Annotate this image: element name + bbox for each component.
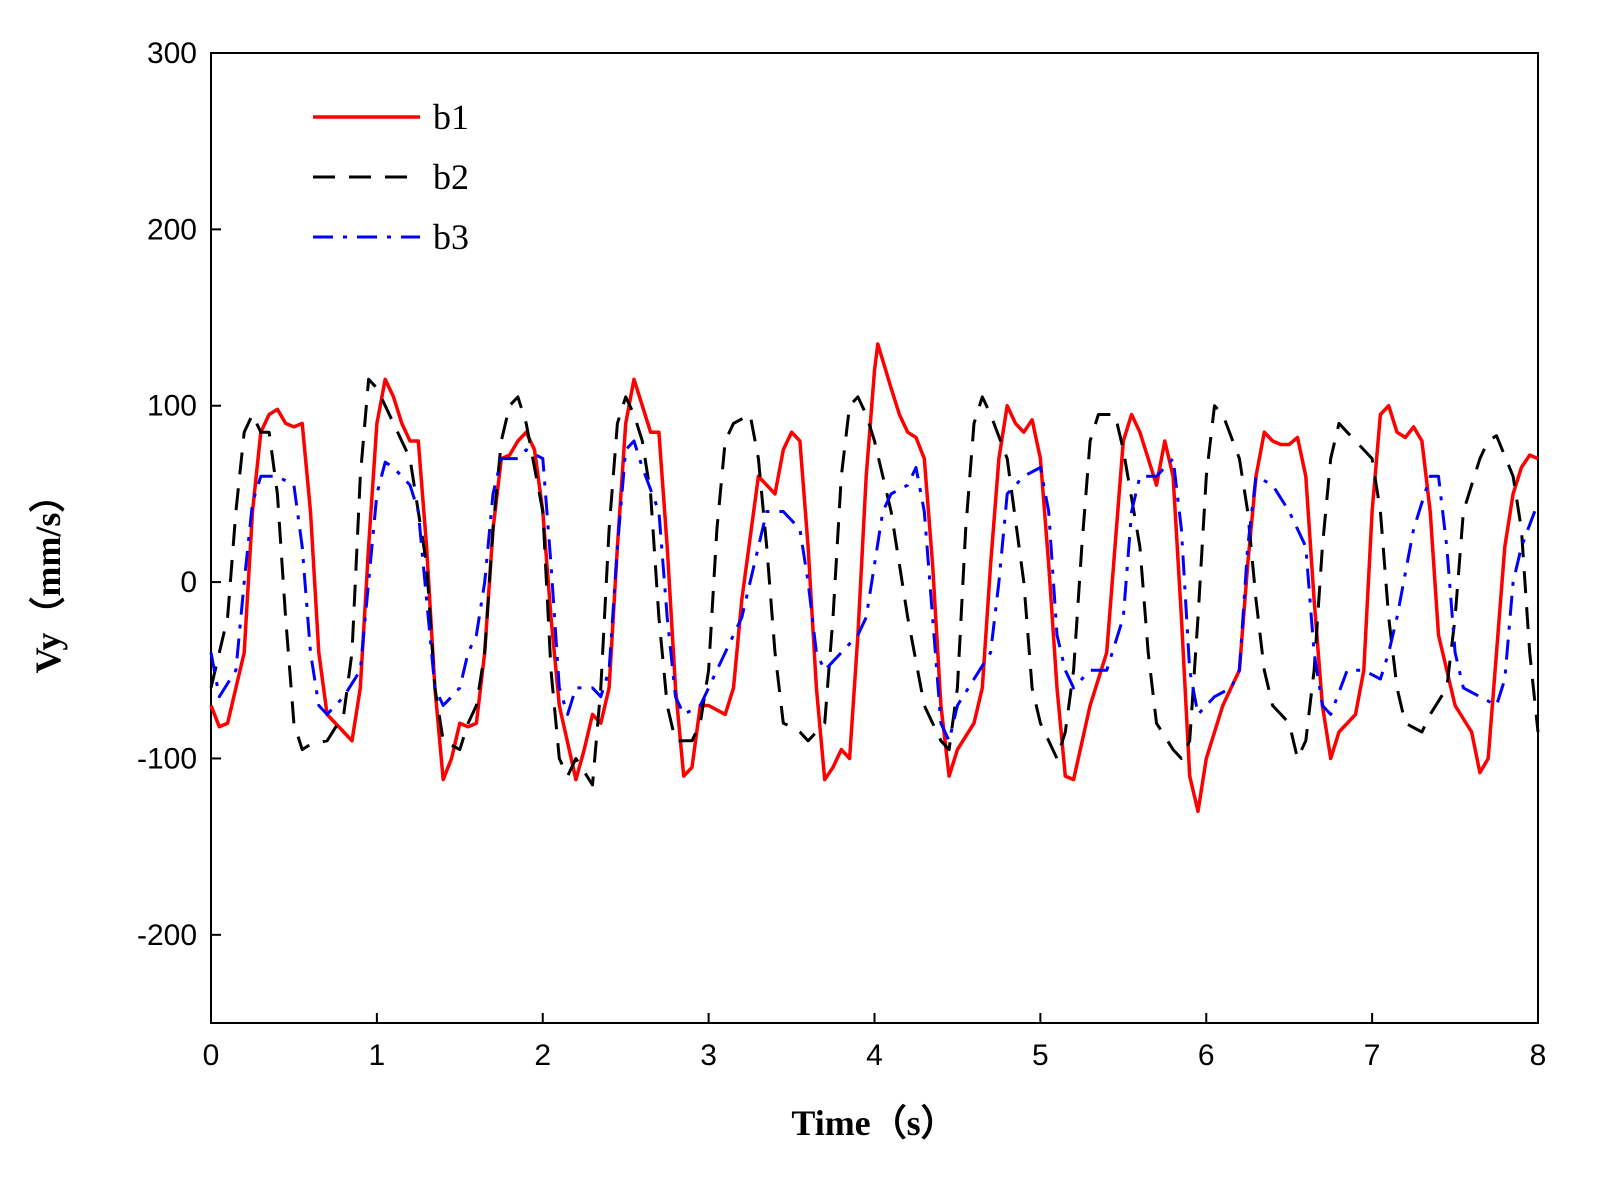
legend-label: b1 [433,97,469,137]
y-tick-label: 100 [147,390,197,423]
x-tick-label: 4 [866,1039,883,1072]
legend-label: b3 [433,217,469,257]
y-tick-label: 200 [147,213,197,246]
x-tick-label: 1 [369,1039,386,1072]
x-tick-label: 2 [534,1039,551,1072]
x-tick-label: 0 [203,1039,220,1072]
y-axis-label: Vy（mm/s） [28,477,68,674]
y-tick-label: 0 [180,566,197,599]
plot-frame [210,52,1539,1024]
x-tick-label: 8 [1530,1039,1547,1072]
x-axis-label: Time（s） [791,1103,956,1143]
legend-label: b2 [433,157,469,197]
x-tick-label: 7 [1364,1039,1381,1072]
y-tick-label: -200 [137,919,197,952]
series-line [209,439,1540,743]
x-tick-label: 3 [700,1039,717,1072]
x-tick-label: 5 [1032,1039,1049,1072]
y-tick-label: -100 [137,742,197,775]
series-line [209,342,1539,814]
y-tick-label: 300 [147,37,197,70]
x-tick-label: 6 [1198,1039,1215,1072]
